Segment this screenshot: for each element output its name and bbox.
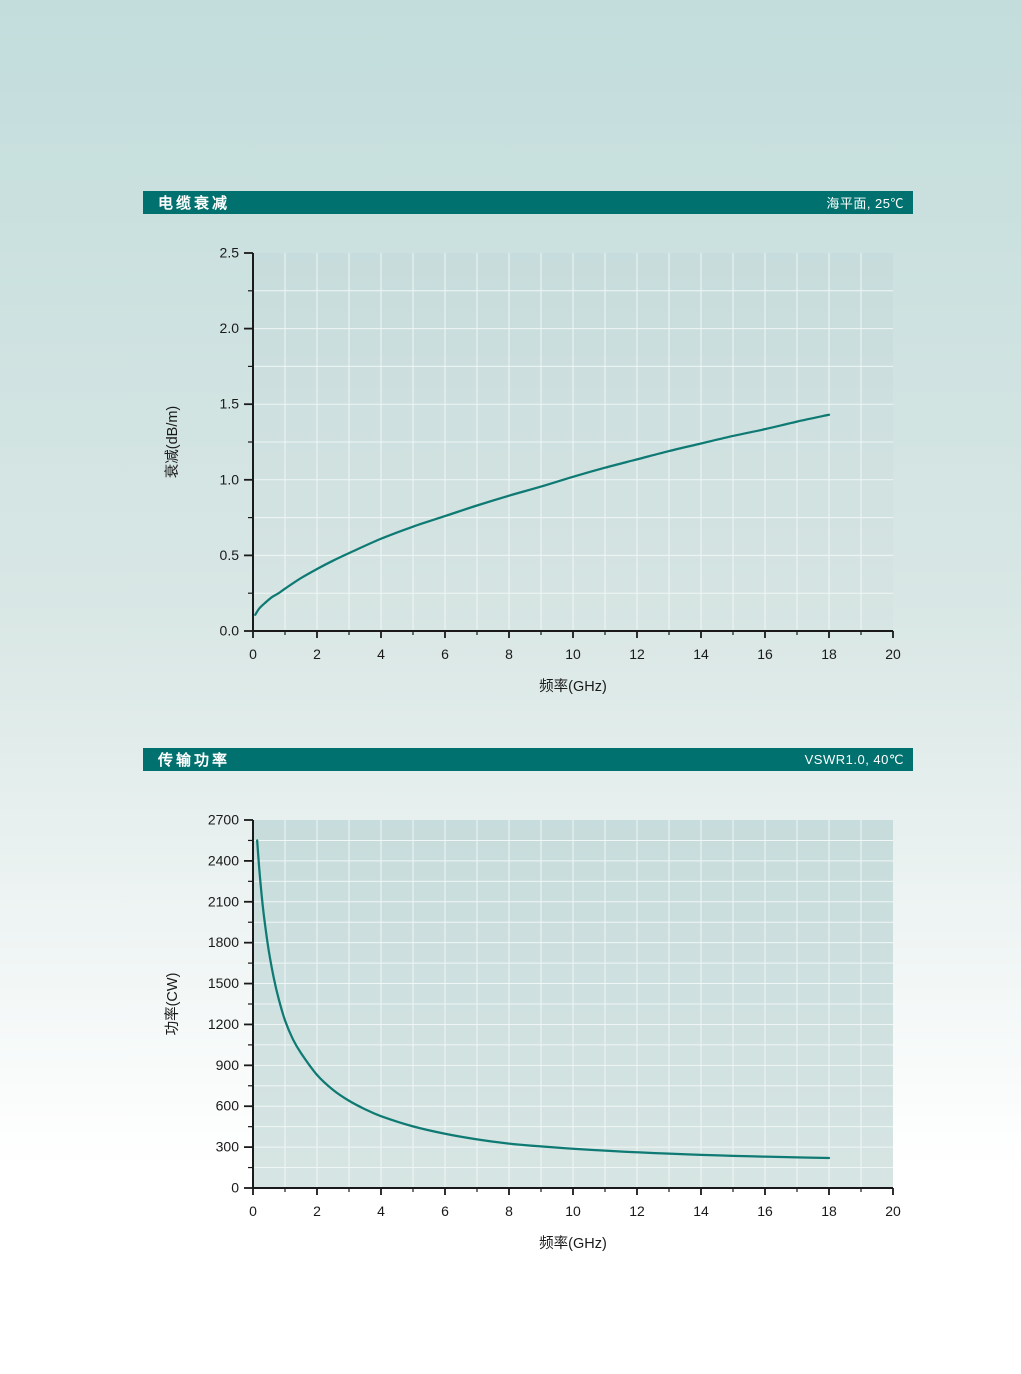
data-curve (254, 413, 831, 616)
x-tick-label: 16 (757, 1203, 773, 1219)
y-tick-label: 0 (231, 1180, 239, 1196)
y-tick-label: 1.5 (220, 396, 240, 412)
x-tick-label: 0 (249, 646, 257, 662)
y-tick-label: 300 (216, 1139, 240, 1155)
tick-marks (244, 819, 894, 1195)
y-tick-label: 0.0 (220, 623, 240, 639)
transmission-power-chart: 0 2 4 6 8 10 12 14 16 18 20 0 300 600 900 1200 1500 1800 2… (164, 812, 901, 1253)
x-tick-label: 0 (249, 1203, 257, 1219)
x-tick-label: 6 (441, 646, 449, 662)
x-tick-label: 14 (693, 646, 709, 662)
x-tick-label: 2 (313, 1203, 321, 1219)
x-tick-label: 16 (757, 646, 773, 662)
x-tick-label: 4 (377, 646, 385, 662)
x-tick-label: 20 (885, 646, 901, 662)
y-tick-label: 1200 (208, 1016, 239, 1032)
y-tick-label: 900 (216, 1057, 240, 1073)
x-tick-label: 8 (505, 646, 513, 662)
y-tick-label: 600 (216, 1098, 240, 1114)
tick-labels: 0 2 4 6 8 10 12 14 16 18 20 0 300 600 900 1200 1500 1800 2… (208, 812, 901, 1220)
x-tick-label: 10 (565, 646, 581, 662)
x-tick-label: 20 (885, 1203, 901, 1219)
transmission-power-condition: VSWR1.0, 40℃ (804, 751, 904, 767)
data-curve (256, 839, 831, 1160)
y-tick-label: 2.5 (220, 245, 240, 261)
y-tick-label: 2.0 (220, 320, 240, 336)
x-tick-label: 8 (505, 1203, 513, 1219)
x-tick-label: 4 (377, 1203, 385, 1219)
transmission-power-header-bar: 传输功率 VSWR1.0, 40℃ (143, 748, 913, 771)
x-tick-label: 12 (629, 1203, 645, 1219)
x-tick-label: 6 (441, 1203, 449, 1219)
tick-labels: 0 2 4 6 8 10 12 14 16 18 20 0.0 0.5 1.0 1.5 2.0 2.5 (220, 245, 901, 663)
tick-marks (244, 252, 894, 638)
y-tick-label: 1.0 (220, 471, 240, 487)
x-tick-label: 2 (313, 646, 321, 662)
y-axis-title: 功率(CW) (164, 973, 181, 1036)
x-tick-label: 18 (821, 646, 837, 662)
x-tick-label: 14 (693, 1203, 709, 1219)
y-tick-label: 2700 (208, 812, 239, 828)
cable-attenuation-title: 电缆衰减 (158, 195, 231, 212)
x-tick-label: 10 (565, 1203, 581, 1219)
cable-attenuation-condition: 海平面, 25℃ (826, 196, 904, 211)
x-axis-title: 频率(GHz) (539, 678, 607, 695)
y-tick-label: 2100 (208, 893, 239, 909)
y-tick-label: 0.5 (220, 547, 240, 563)
gridlines (253, 820, 893, 1188)
cable-attenuation-header-bar: 电缆衰减 海平面, 25℃ (143, 191, 913, 214)
x-tick-label: 12 (629, 646, 645, 662)
x-tick-label: 18 (821, 1203, 837, 1219)
gridlines (253, 253, 893, 631)
x-axis-title: 频率(GHz) (539, 1235, 607, 1252)
y-tick-label: 1500 (208, 975, 239, 991)
y-axis-title: 衰减(dB/m) (164, 406, 181, 479)
y-tick-label: 1800 (208, 934, 239, 950)
transmission-power-title: 传输功率 (158, 752, 231, 769)
cable-attenuation-chart: 0 2 4 6 8 10 12 14 16 18 20 0.0 0.5 1.0 1.5 2.0 2.5 频率(GH… (164, 245, 901, 696)
y-tick-label: 2400 (208, 852, 239, 868)
